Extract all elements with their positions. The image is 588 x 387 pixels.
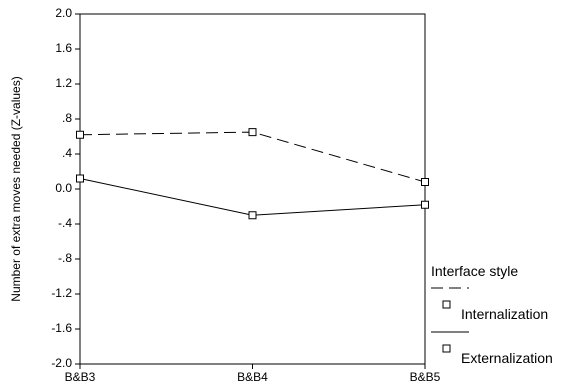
- y-axis-label: Number of extra moves needed (Z-values): [9, 76, 23, 301]
- plot-frame: [79, 13, 426, 365]
- y-tick-label: -1.2: [51, 286, 72, 300]
- x-axis-ticks: B&B3 B&B4 B&B5: [65, 364, 441, 384]
- y-tick-label: 2.0: [55, 6, 72, 20]
- legend-marker-internalization: [442, 300, 451, 309]
- data-point-internalization: [248, 128, 257, 137]
- y-tick-label: 0.0: [55, 181, 72, 195]
- legend-title: Interface style: [431, 263, 518, 279]
- legend-label-externalization: Externalization: [461, 350, 553, 366]
- data-point-externalization: [76, 174, 84, 183]
- data-point-externalization: [248, 211, 257, 220]
- data-point-internalization: [421, 178, 429, 186]
- y-tick-label: .4: [62, 146, 72, 160]
- y-tick-label: 1.6: [55, 41, 72, 55]
- series-line-externalization: [79, 178, 426, 216]
- x-tick-label: B&B5: [410, 370, 441, 384]
- y-tick-label: -.4: [58, 216, 72, 230]
- legend-label-internalization: Internalization: [461, 306, 548, 322]
- y-tick-label: -1.6: [51, 321, 72, 335]
- y-tick-label: -2.0: [51, 356, 72, 370]
- series-group: [76, 128, 429, 220]
- x-tick-label: B&B4: [237, 370, 268, 384]
- y-tick-label: .8: [62, 111, 72, 125]
- series-line-internalization: [79, 131, 426, 183]
- data-point-internalization: [76, 130, 84, 139]
- y-axis-ticks: 2.0 1.6 1.2 .8 .4 0.0 -.4 -.8 -1.2 -1.6 -2.0: [51, 6, 80, 370]
- y-tick-label: -.8: [58, 251, 72, 265]
- data-point-externalization: [421, 200, 429, 209]
- y-tick-label: 1.2: [55, 76, 72, 90]
- legend: Interface style Internalization External…: [431, 263, 553, 366]
- legend-marker-externalization: [442, 344, 451, 353]
- x-tick-label: B&B3: [65, 370, 96, 384]
